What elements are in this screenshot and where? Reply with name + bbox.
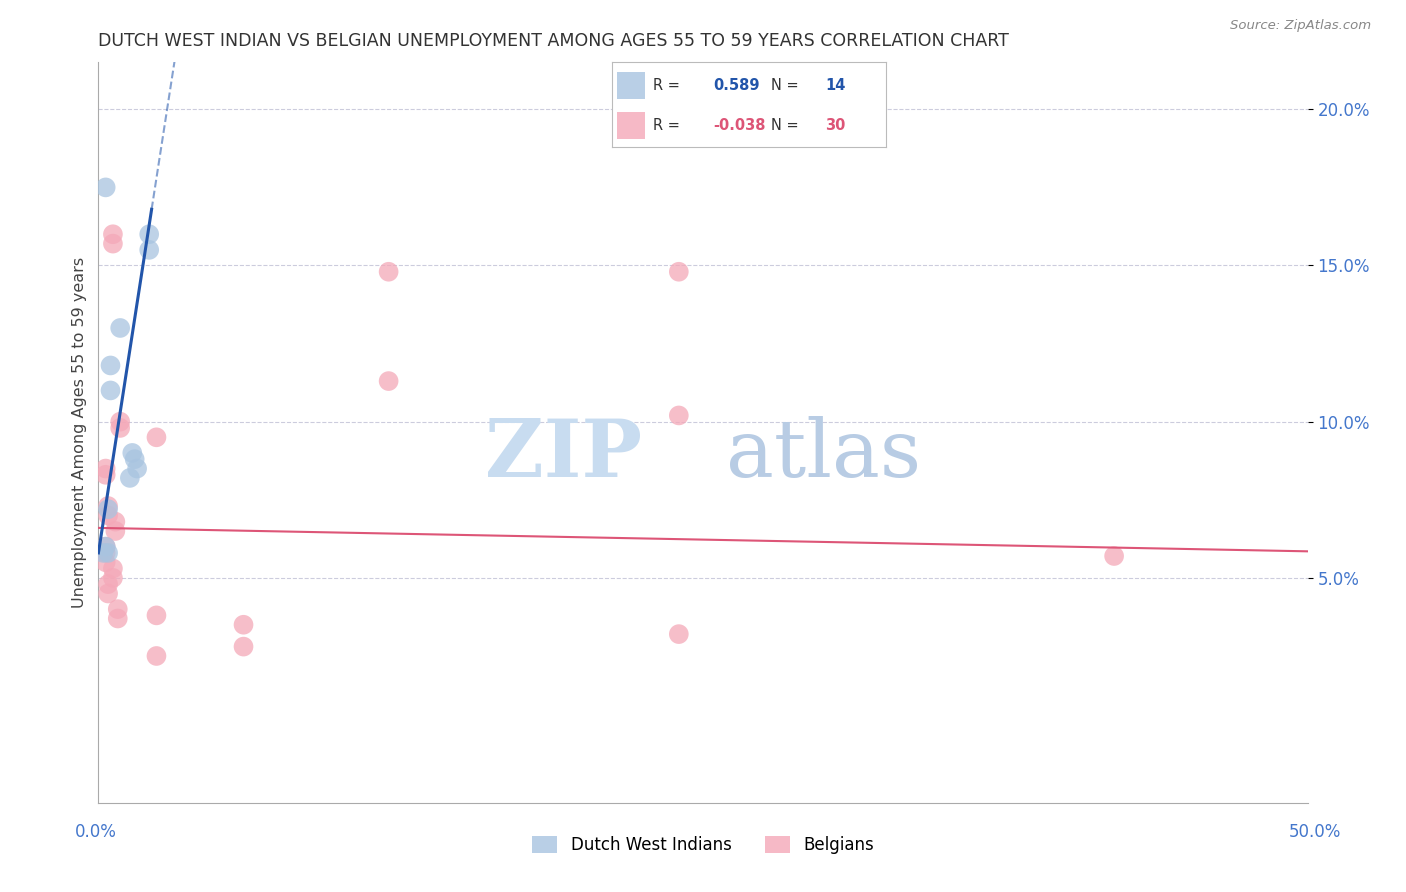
Point [101, 571, 124, 585]
Text: -0.038: -0.038 [713, 118, 765, 133]
Point [145, 648, 167, 663]
Point [145, 608, 167, 623]
Point [124, 452, 146, 467]
Text: N =: N = [770, 118, 803, 133]
Point [107, 611, 129, 625]
Point [127, 461, 149, 475]
Point [101, 236, 124, 251]
Point [118, 471, 141, 485]
Point [138, 243, 160, 257]
Point [97, 586, 120, 600]
Point [121, 446, 143, 460]
Point [108, 421, 131, 435]
Text: N =: N = [770, 78, 803, 93]
Point [107, 602, 129, 616]
Point [145, 430, 167, 444]
Point [104, 524, 127, 538]
Point [97, 508, 120, 523]
Point [138, 227, 160, 242]
Text: R =: R = [652, 78, 685, 93]
Point [377, 265, 399, 279]
Point [232, 640, 254, 654]
Point [97, 546, 120, 560]
Point [94, 461, 117, 475]
Point [108, 321, 131, 335]
Y-axis label: Unemployment Among Ages 55 to 59 years: Unemployment Among Ages 55 to 59 years [72, 257, 87, 608]
Text: R =: R = [652, 118, 685, 133]
Point [668, 627, 690, 641]
Point [94, 540, 117, 554]
Point [377, 374, 399, 388]
Text: 30: 30 [825, 118, 846, 133]
Text: 50.0%: 50.0% [1288, 822, 1341, 840]
Point [232, 617, 254, 632]
Bar [617, 112, 644, 139]
Point [100, 384, 122, 398]
Point [94, 546, 117, 560]
Point [108, 415, 131, 429]
Text: 14: 14 [825, 78, 846, 93]
Text: 0.0%: 0.0% [75, 822, 117, 840]
Text: DUTCH WEST INDIAN VS BELGIAN UNEMPLOYMENT AMONG AGES 55 TO 59 YEARS CORRELATION : DUTCH WEST INDIAN VS BELGIAN UNEMPLOYMEN… [98, 32, 1010, 50]
Point [94, 555, 117, 569]
Point [101, 227, 124, 242]
Legend: Dutch West Indians, Belgians: Dutch West Indians, Belgians [526, 830, 880, 861]
Point [1102, 549, 1125, 563]
Point [104, 515, 127, 529]
Point [94, 540, 117, 554]
Point [668, 265, 690, 279]
Point [101, 561, 124, 575]
Point [97, 499, 120, 513]
Point [668, 409, 690, 423]
Bar [617, 71, 644, 99]
Point [100, 359, 122, 373]
Point [97, 577, 120, 591]
Text: ZIP: ZIP [485, 416, 643, 494]
Point [94, 467, 117, 482]
Text: 0.589: 0.589 [713, 78, 759, 93]
Text: Source: ZipAtlas.com: Source: ZipAtlas.com [1230, 19, 1371, 31]
Text: atlas: atlas [727, 416, 921, 494]
Point [94, 180, 117, 194]
Point [91, 546, 114, 560]
Point [97, 502, 120, 516]
